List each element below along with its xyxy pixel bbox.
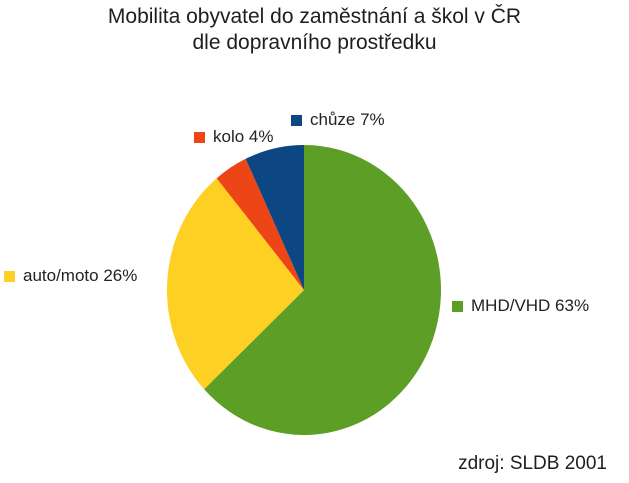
- source-note: zdroj: SLDB 2001: [458, 453, 607, 474]
- legend-swatch-chuze: [291, 114, 302, 126]
- legend-label-kolo: kolo 4%: [213, 127, 274, 146]
- pie-slice-kolo: [216, 158, 304, 290]
- pie-slice-auto-moto: [167, 178, 304, 390]
- pie-slice-chuze: [245, 145, 304, 290]
- legend-label-chuze: chůze 7%: [310, 110, 385, 129]
- legend-item-kolo: kolo 4%: [194, 127, 273, 147]
- chart-subtitle: dle dopravního prostředku: [192, 31, 437, 54]
- legend-item-auto-moto: auto/moto 26%: [4, 266, 137, 286]
- legend-swatch-auto-moto: [4, 270, 15, 282]
- legend-item-chuze: chůze 7%: [291, 110, 385, 130]
- legend-label-auto-moto: auto/moto 26%: [23, 266, 138, 285]
- chart-title: Mobilita obyvatel do zaměstnání a škol v…: [0, 4, 629, 56]
- legend-label-mhd-vhd: MHD/VHD 63%: [471, 296, 590, 315]
- pie-slice-mhd-vhd: [204, 145, 441, 435]
- legend-swatch-kolo: [194, 131, 205, 143]
- legend-swatch-mhd-vhd: [452, 300, 463, 312]
- chart-title-line1: Mobilita obyvatel do zaměstnání a škol v…: [107, 5, 522, 28]
- legend-item-mhd-vhd: MHD/VHD 63%: [452, 296, 589, 316]
